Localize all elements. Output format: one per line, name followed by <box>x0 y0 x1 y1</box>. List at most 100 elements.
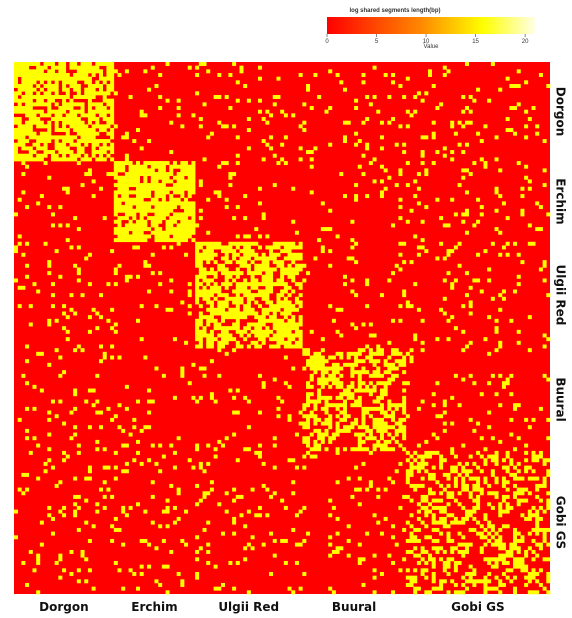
heatmap-cell <box>413 450 418 455</box>
heatmap-cell <box>291 256 296 261</box>
heatmap-cell <box>228 326 233 331</box>
heatmap-cell <box>54 109 59 114</box>
heatmap-cell <box>102 117 107 121</box>
heatmap-cell <box>206 337 211 342</box>
heatmap-cell <box>391 80 396 85</box>
heatmap-cell <box>139 168 144 173</box>
heatmap-cell <box>191 362 196 367</box>
heatmap-cell <box>121 509 126 514</box>
heatmap-cell <box>302 439 307 444</box>
heatmap-cell <box>383 487 388 492</box>
heatmap-cell <box>246 304 251 309</box>
heatmap-cell <box>250 278 255 283</box>
heatmap-cell <box>110 128 115 133</box>
heatmap-cell <box>80 553 85 558</box>
heatmap-cell <box>476 520 481 525</box>
heatmap-cell <box>217 333 222 338</box>
heatmap-cell <box>424 494 429 499</box>
heatmap-cell <box>224 311 229 316</box>
heatmap-cell <box>198 322 203 327</box>
heatmap-cell <box>95 150 100 155</box>
heatmap-cell <box>280 337 285 342</box>
heatmap-cell <box>309 410 314 415</box>
heatmap-cell <box>224 285 229 290</box>
heatmap-cell <box>47 432 52 437</box>
heatmap-cell <box>501 245 506 250</box>
heatmap-cell <box>195 245 200 250</box>
heatmap-cell <box>409 260 414 265</box>
heatmap-cell <box>198 344 203 349</box>
heatmap-cell <box>73 87 78 92</box>
heatmap-cell <box>317 443 322 448</box>
heatmap-cell <box>450 513 455 518</box>
heatmap-cell <box>25 274 30 279</box>
heatmap-cell <box>405 414 410 419</box>
heatmap-cell <box>47 76 52 81</box>
heatmap-cell <box>527 579 532 584</box>
heatmap-cell <box>361 388 366 393</box>
heatmap-cell <box>361 370 366 375</box>
heatmap-cell <box>221 282 226 287</box>
heatmap-cell <box>232 216 237 221</box>
heatmap-cell <box>62 311 67 316</box>
heatmap-cell <box>435 381 440 386</box>
heatmap-cell <box>165 172 170 177</box>
heatmap-cell <box>139 212 144 217</box>
heatmap-cell <box>335 432 340 437</box>
heatmap-cell <box>25 487 30 492</box>
heatmap-cell <box>490 491 495 496</box>
heatmap-cell <box>509 568 514 573</box>
heatmap-cell <box>317 417 322 422</box>
heatmap-cell <box>405 494 410 499</box>
heatmap-cell <box>117 164 122 169</box>
heatmap-cell <box>176 190 181 195</box>
heatmap-cell <box>490 454 495 459</box>
heatmap-cell <box>298 318 303 323</box>
heatmap-cell <box>132 197 137 202</box>
heatmap-cell <box>409 113 414 118</box>
heatmap-cell <box>246 271 251 276</box>
heatmap-cell <box>538 227 543 232</box>
heatmap-cell <box>172 450 177 455</box>
heatmap-cell <box>243 245 248 250</box>
heatmap-cell <box>391 417 396 422</box>
heatmap-cell <box>498 344 503 349</box>
heatmap-cell <box>58 106 63 110</box>
heatmap-cell <box>47 131 52 136</box>
heatmap-cell <box>428 476 433 481</box>
heatmap-cell <box>387 278 392 283</box>
heatmap-cell <box>379 421 384 426</box>
heatmap-cell <box>439 505 444 510</box>
heatmap-cell <box>99 157 104 162</box>
heatmap-cell <box>239 241 244 246</box>
heatmap-cell <box>257 234 262 239</box>
heatmap-cell <box>128 201 133 206</box>
heatmap-cell <box>450 124 455 129</box>
heatmap-cell <box>372 351 377 356</box>
heatmap-cell <box>187 172 192 177</box>
heatmap-cell <box>490 296 495 301</box>
heatmap-cell <box>494 480 499 485</box>
heatmap-cell <box>524 498 529 503</box>
heatmap-cell <box>509 373 514 378</box>
heatmap-cell <box>76 505 81 510</box>
heatmap-cell <box>516 84 521 88</box>
heatmap-cell <box>139 194 144 199</box>
heatmap-cell <box>391 373 396 378</box>
heatmap-cell <box>14 106 18 110</box>
heatmap-cell <box>25 128 30 133</box>
heatmap-cell <box>21 190 26 195</box>
heatmap-cell <box>398 421 403 426</box>
heatmap-cell <box>213 311 218 316</box>
heatmap-cell <box>221 249 226 254</box>
heatmap-cell <box>276 76 281 81</box>
heatmap-cell <box>217 194 222 199</box>
heatmap-cell <box>542 480 547 485</box>
heatmap-cell <box>498 230 503 235</box>
heatmap-cell <box>14 131 18 136</box>
heatmap-cell <box>383 392 388 397</box>
heatmap-cell <box>158 201 163 206</box>
heatmap-cell <box>243 304 248 309</box>
heatmap-cell <box>483 249 488 254</box>
